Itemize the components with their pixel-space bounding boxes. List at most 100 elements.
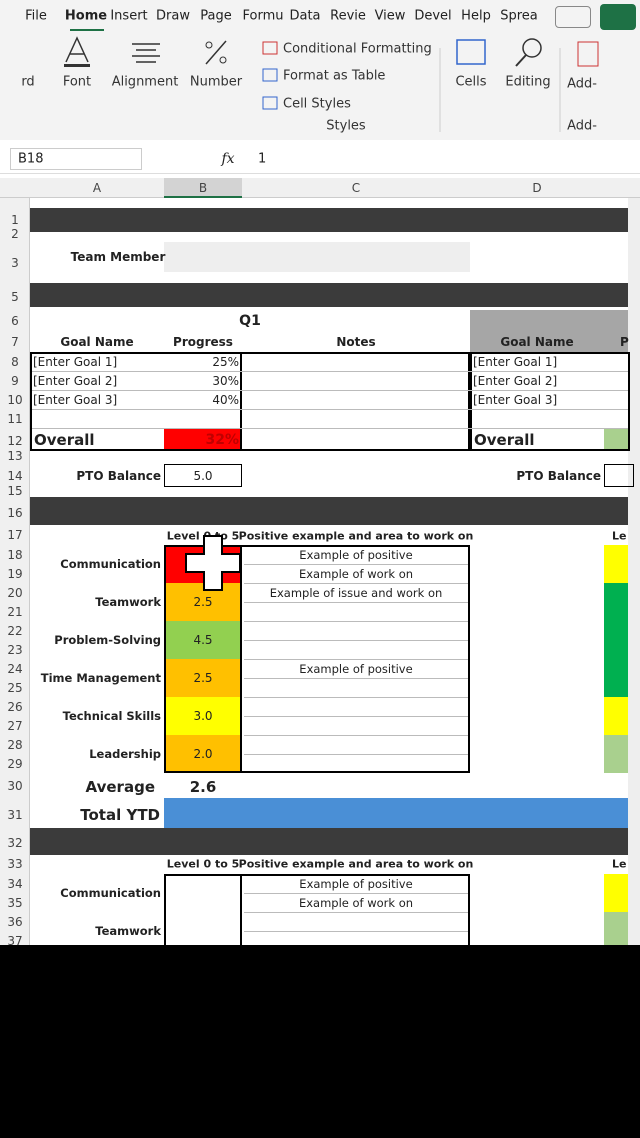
- row-number: 34: [7, 877, 23, 891]
- row-number: 35: [7, 896, 23, 910]
- row-line: [32, 390, 628, 391]
- column-title: Le: [612, 857, 627, 871]
- ribbon-label: rd: [21, 74, 35, 90]
- ribbon-label: Number: [189, 74, 243, 90]
- q1-title: Q1: [239, 313, 261, 329]
- row-line: [244, 621, 468, 622]
- team-member-input: [164, 242, 470, 272]
- row-number: 5: [11, 290, 19, 304]
- notes-box: [242, 545, 470, 773]
- name-box-text: B18: [18, 151, 44, 167]
- column-title: Le: [612, 529, 627, 543]
- row-line: [244, 735, 468, 736]
- scrollbar[interactable]: [628, 198, 640, 945]
- comments-button[interactable]: [555, 6, 591, 28]
- fx-label: fx: [221, 151, 235, 167]
- row-line: [32, 371, 628, 372]
- row-number: 26: [7, 700, 23, 714]
- row-number: 7: [11, 335, 19, 349]
- row-number: 28: [7, 738, 23, 752]
- goal-name: [Enter Goal 2]: [33, 374, 118, 388]
- level-fill-right: [604, 735, 628, 773]
- ribbon-label: Cells: [455, 74, 487, 90]
- row-number: 8: [11, 355, 19, 369]
- ribbon-tab: View: [374, 8, 406, 24]
- section-bar: [30, 208, 628, 232]
- overall-label: Overall: [34, 431, 95, 449]
- ribbon-tab: Revie: [330, 8, 366, 24]
- skill-note: Example of positive: [299, 877, 413, 891]
- row-number: 22: [7, 624, 23, 638]
- level-fill-right: [604, 697, 628, 735]
- ribbon-label: Format as Table: [283, 68, 386, 84]
- row-line: [244, 583, 468, 584]
- column-header: D: [532, 181, 542, 195]
- row-line: [244, 678, 468, 679]
- goal-name: [Enter Goal 1]: [473, 355, 558, 369]
- label: Team Member: [70, 250, 166, 264]
- row-line: [244, 893, 468, 894]
- skill-level: 4.5: [193, 633, 213, 647]
- row-number: 14: [7, 469, 23, 483]
- row-number: 10: [7, 393, 23, 407]
- ribbon-label: Add-: [567, 118, 597, 134]
- overall-value: 32%: [205, 432, 239, 448]
- formula-value: 1: [258, 151, 267, 167]
- notes-box-2: [242, 874, 470, 945]
- level-fill-right: [604, 874, 628, 912]
- ribbon-tab: Formu: [242, 8, 284, 24]
- pto-box: [164, 464, 242, 487]
- row-number: 32: [7, 836, 23, 850]
- column-title: Goal Name: [60, 335, 134, 349]
- section-bar: [30, 497, 628, 525]
- row-number: 11: [7, 412, 23, 426]
- row-number: 23: [7, 643, 23, 657]
- ribbon-tab: Insert: [110, 8, 148, 24]
- goal-progress: 40%: [212, 393, 239, 407]
- share-button[interactable]: [600, 4, 636, 30]
- row-line: [244, 640, 468, 641]
- pto-value: 5.0: [193, 469, 213, 483]
- column-title: Notes: [336, 335, 376, 349]
- total-label: Total YTD: [80, 806, 160, 824]
- row-number: 13: [7, 449, 23, 463]
- column-header: B: [198, 181, 208, 195]
- row-number: 6: [11, 314, 19, 328]
- level-fill: [164, 735, 242, 773]
- ribbon-label: Font: [62, 74, 92, 90]
- goal-name: [Enter Goal 3]: [473, 393, 558, 407]
- column-title: Progress: [173, 335, 233, 349]
- goal-table-right: [470, 352, 630, 451]
- row-header-bar: [0, 198, 30, 945]
- total-ytd-fill: [164, 798, 628, 828]
- column-title: P: [620, 335, 629, 349]
- ribbon-tab: Devel: [414, 8, 452, 24]
- active-tab-indicator: [70, 29, 104, 31]
- ribbon-tab: Page: [200, 8, 232, 24]
- average-value: 2.6: [189, 778, 217, 796]
- row-line: [32, 428, 628, 429]
- average-label: Average: [85, 778, 155, 796]
- level-fill-right: [604, 583, 628, 697]
- row-number: 18: [7, 548, 23, 562]
- row-number: 9: [11, 374, 19, 388]
- row-line: [244, 931, 468, 932]
- goal-name: [Enter Goal 2]: [473, 374, 558, 388]
- level-fill-right: [604, 912, 628, 945]
- row-line: [244, 659, 468, 660]
- ribbon-label: Add-: [567, 76, 597, 92]
- goal-name: [Enter Goal 1]: [33, 355, 118, 369]
- skill-level: 2.0: [193, 747, 213, 761]
- column-header: A: [92, 181, 102, 195]
- skill-note: Example of issue and work on: [269, 586, 443, 600]
- skill-note: Example of work on: [298, 567, 414, 581]
- row-number: 2: [11, 227, 19, 241]
- column-header: C: [351, 181, 361, 195]
- row-number: 33: [7, 857, 23, 871]
- skill-name: Problem-Solving: [54, 633, 161, 647]
- skill-name: Leadership: [89, 747, 161, 761]
- name-box[interactable]: [10, 148, 142, 170]
- level-fill: [164, 697, 242, 735]
- row-number: 12: [7, 434, 23, 448]
- row-number: 29: [7, 757, 23, 771]
